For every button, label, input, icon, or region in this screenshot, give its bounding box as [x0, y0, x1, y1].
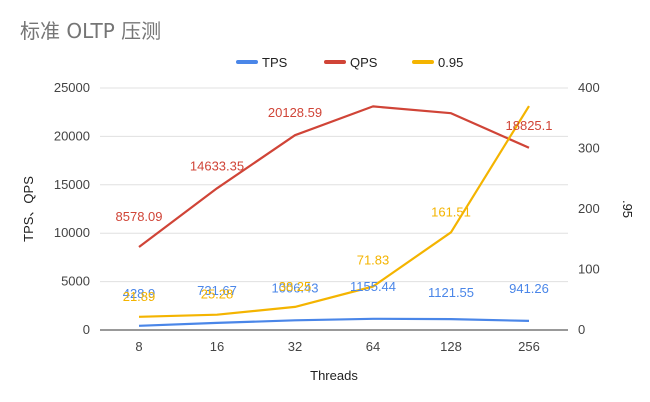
left-tick-label-3: 15000 — [54, 177, 90, 192]
x-axis-title: Threads — [310, 368, 358, 383]
legend-label-0: TPS — [262, 55, 288, 70]
data-label-s0-1: 731.67 — [197, 283, 237, 298]
data-label-s2-3: 71.83 — [357, 253, 390, 268]
series-line-qps — [138, 105, 530, 248]
data-label-s2-0: 21.89 — [123, 289, 156, 304]
x-tick-label-0: 8 — [135, 339, 142, 354]
x-tick-label-4: 128 — [440, 339, 462, 354]
data-label-s2-4: 161.51 — [431, 204, 471, 219]
data-label-s0-4: 1121.55 — [428, 285, 474, 300]
series-line-095 — [138, 105, 530, 318]
left-tick-label-4: 20000 — [54, 128, 90, 143]
data-label-s1-1: 14633.35 — [190, 158, 244, 173]
data-label-s1-2: 20128.59 — [268, 105, 322, 120]
data-label-s1-5: 18825.1 — [506, 118, 553, 133]
x-tick-label-2: 32 — [288, 339, 302, 354]
x-tick-label-5: 256 — [518, 339, 540, 354]
right-tick-label-1: 100 — [578, 262, 600, 277]
data-label-s0-0: 428.9 — [123, 286, 156, 301]
data-label-s0-5: 941.26 — [509, 281, 549, 296]
x-tick-label-3: 64 — [366, 339, 380, 354]
legend-label-2: 0.95 — [438, 55, 463, 70]
right-tick-label-4: 400 — [578, 80, 600, 95]
series-line-tps — [138, 317, 530, 327]
data-label-s0-2: 1006.43 — [272, 280, 319, 295]
data-label-s2-2: 38.25 — [279, 279, 312, 294]
left-tick-label-5: 25000 — [54, 80, 90, 95]
right-tick-label-2: 200 — [578, 201, 600, 216]
left-tick-label-2: 10000 — [54, 225, 90, 240]
legend-label-1: QPS — [350, 55, 378, 70]
data-label-s1-0: 8578.09 — [116, 209, 163, 224]
chart-title: 标准 OLTP 压测 — [20, 19, 161, 43]
left-tick-label-0: 0 — [83, 322, 90, 337]
left-tick-label-1: 5000 — [61, 274, 90, 289]
x-tick-label-1: 16 — [210, 339, 224, 354]
data-label-s2-1: 25.28 — [201, 287, 234, 302]
left-axis-title: TPS、QPS — [21, 176, 36, 242]
data-label-s0-3: 1155.44 — [350, 279, 396, 294]
right-tick-label-0: 0 — [578, 322, 585, 337]
right-axis-title: .95 — [620, 200, 635, 218]
right-tick-label-3: 300 — [578, 141, 600, 156]
